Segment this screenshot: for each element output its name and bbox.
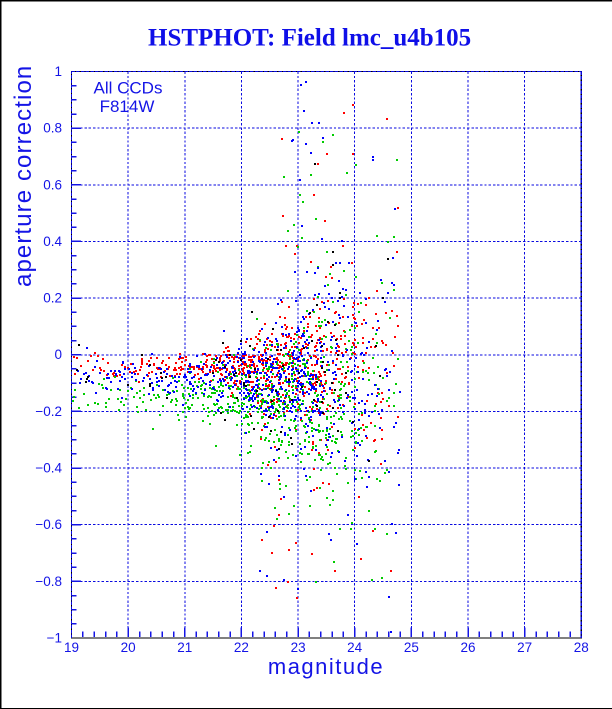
svg-text:28: 28 <box>574 640 589 655</box>
svg-text:−0.4: −0.4 <box>35 461 62 476</box>
svg-text:F814W: F814W <box>100 97 155 116</box>
svg-text:23: 23 <box>291 640 306 655</box>
svg-text:0.8: 0.8 <box>43 121 62 136</box>
svg-text:−0.2: −0.2 <box>35 404 62 419</box>
svg-text:All CCDs: All CCDs <box>94 79 163 98</box>
svg-text:24: 24 <box>347 640 363 655</box>
svg-text:HSTPHOT: Field lmc_u4b105: HSTPHOT: Field lmc_u4b105 <box>148 25 471 52</box>
svg-text:21: 21 <box>177 640 192 655</box>
svg-text:19: 19 <box>64 640 79 655</box>
svg-text:aperture correction: aperture correction <box>10 65 37 287</box>
svg-text:magnitude: magnitude <box>268 654 384 679</box>
svg-text:25: 25 <box>404 640 419 655</box>
svg-text:0.6: 0.6 <box>43 177 62 192</box>
svg-text:−1: −1 <box>47 631 62 646</box>
svg-text:27: 27 <box>517 640 532 655</box>
svg-text:26: 26 <box>460 640 475 655</box>
svg-text:0: 0 <box>54 347 62 362</box>
svg-text:0.4: 0.4 <box>43 234 62 249</box>
svg-text:−0.8: −0.8 <box>35 574 62 589</box>
svg-text:0.2: 0.2 <box>43 291 62 306</box>
svg-text:1: 1 <box>54 64 62 79</box>
svg-text:22: 22 <box>234 640 249 655</box>
svg-text:−0.6: −0.6 <box>35 517 62 532</box>
svg-text:20: 20 <box>121 640 136 655</box>
